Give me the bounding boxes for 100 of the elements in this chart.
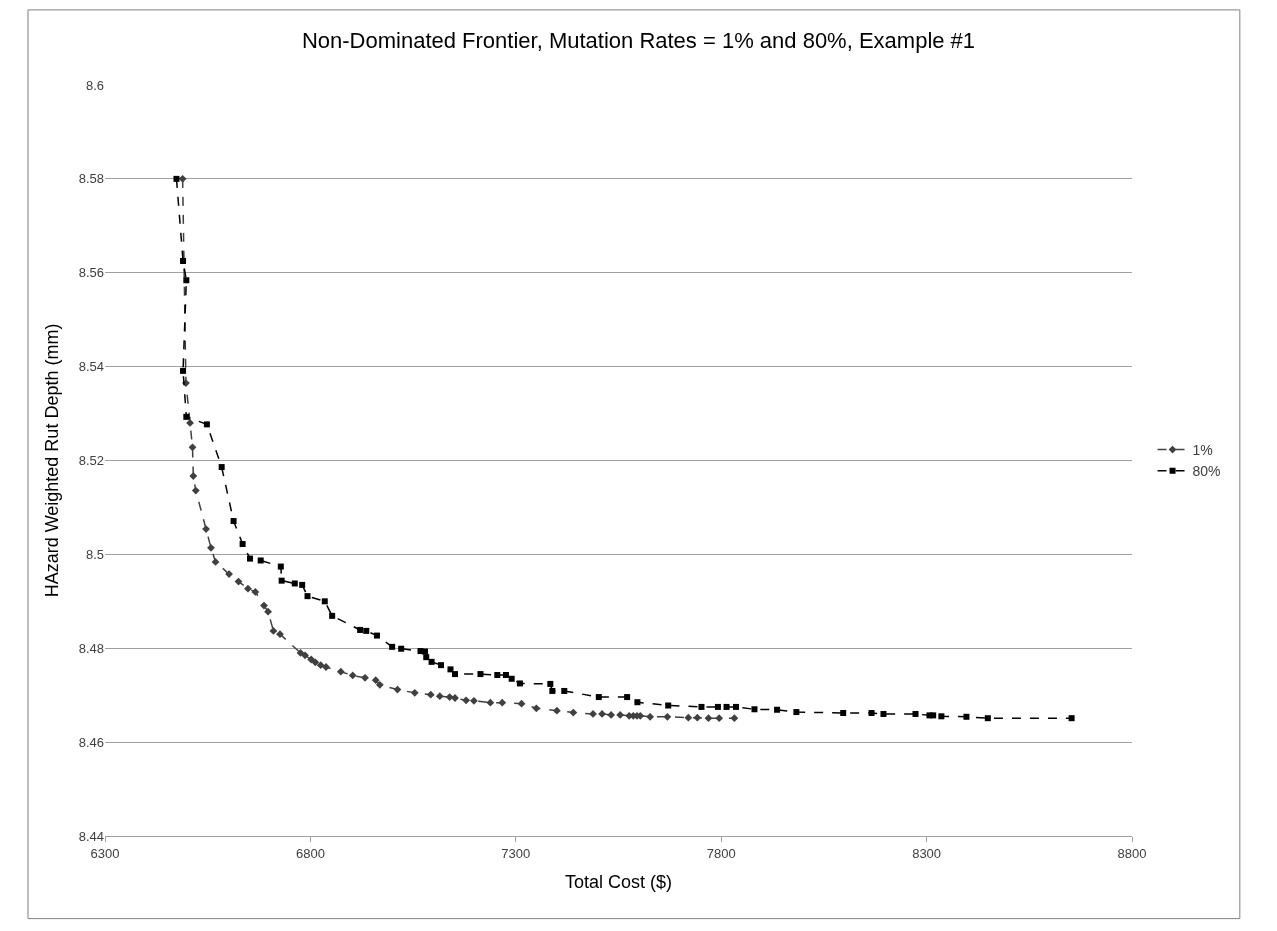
chart-title: Non-Dominated Frontier, Mutation Rates = 1% and 80%, Example #1 <box>301 27 976 53</box>
point <box>276 630 284 639</box>
point <box>180 367 187 374</box>
point <box>251 588 260 596</box>
legend-label: 1% <box>1192 442 1213 459</box>
point <box>508 675 515 682</box>
point <box>840 710 847 717</box>
point <box>304 593 311 600</box>
point <box>247 555 254 562</box>
point <box>880 710 887 717</box>
x-tick-label: 6800 <box>295 845 325 861</box>
point <box>912 710 919 717</box>
point <box>426 690 435 699</box>
point <box>398 645 405 652</box>
point <box>693 713 702 722</box>
point <box>257 557 264 564</box>
point <box>793 709 800 716</box>
point <box>751 706 758 713</box>
y-tick-label: 8.48 <box>78 640 104 656</box>
point <box>183 413 190 420</box>
point <box>191 486 200 495</box>
point <box>291 580 298 587</box>
point <box>361 673 369 682</box>
point <box>316 661 325 670</box>
point <box>462 696 470 705</box>
point <box>307 655 316 664</box>
point <box>569 708 578 717</box>
point <box>774 706 781 713</box>
point <box>269 626 278 635</box>
point <box>477 671 484 678</box>
point <box>494 672 501 678</box>
point <box>502 672 509 678</box>
y-tick-label: 8.54 <box>78 359 104 375</box>
point <box>173 175 180 182</box>
point <box>714 703 721 710</box>
point <box>634 699 641 706</box>
point <box>373 632 380 639</box>
x-tick-label: 6300 <box>90 845 120 861</box>
point <box>311 658 320 667</box>
point <box>715 714 724 723</box>
point <box>230 518 237 525</box>
x-tick-label: 8300 <box>912 845 942 861</box>
y-axis-title: HAzard Weighted Rut Depth (mm) <box>41 323 62 598</box>
point <box>375 680 384 689</box>
point <box>698 703 705 710</box>
point <box>547 680 554 687</box>
point <box>278 577 285 584</box>
x-tick-label: 7300 <box>501 845 531 861</box>
point <box>218 464 225 471</box>
point <box>438 662 445 669</box>
y-tick-label: 8.46 <box>78 734 104 750</box>
point <box>938 713 945 720</box>
point <box>264 607 272 616</box>
point <box>598 710 606 718</box>
point <box>498 698 507 707</box>
y-tick-label: 8.52 <box>78 453 104 469</box>
point <box>371 676 380 685</box>
point <box>561 687 568 694</box>
point <box>704 714 713 723</box>
x-tick-label: 8800 <box>1117 845 1147 861</box>
point <box>428 658 435 665</box>
x-axis-title: Total Cost ($) <box>564 871 673 892</box>
point <box>336 667 345 676</box>
point <box>552 706 561 715</box>
y-tick-label: 8.6 <box>85 77 104 93</box>
point <box>329 612 336 619</box>
point <box>517 699 526 708</box>
point <box>188 443 197 452</box>
y-tick-label: 8.58 <box>78 171 104 187</box>
point <box>239 541 246 548</box>
point <box>984 715 991 722</box>
point <box>595 694 602 701</box>
point <box>486 698 495 707</box>
y-tick-label: 8.44 <box>78 828 104 844</box>
point <box>963 713 970 720</box>
point <box>348 671 357 680</box>
point <box>1068 715 1075 722</box>
point <box>665 702 672 709</box>
point <box>447 666 454 673</box>
point <box>624 694 631 701</box>
point <box>452 671 458 678</box>
point <box>321 598 328 605</box>
point <box>180 258 187 265</box>
point <box>211 557 220 566</box>
point <box>178 174 187 183</box>
point <box>234 577 243 586</box>
point <box>207 543 215 552</box>
point <box>663 712 672 721</box>
point <box>299 581 306 588</box>
point <box>423 654 430 661</box>
point <box>732 703 739 710</box>
y-tick-label: 8.5 <box>85 546 104 562</box>
point <box>225 570 233 578</box>
y-tick-label: 8.56 <box>78 265 104 281</box>
point <box>930 712 937 719</box>
point <box>357 626 364 633</box>
point <box>616 711 625 719</box>
point <box>646 712 655 721</box>
point <box>607 711 616 719</box>
point <box>470 696 478 705</box>
